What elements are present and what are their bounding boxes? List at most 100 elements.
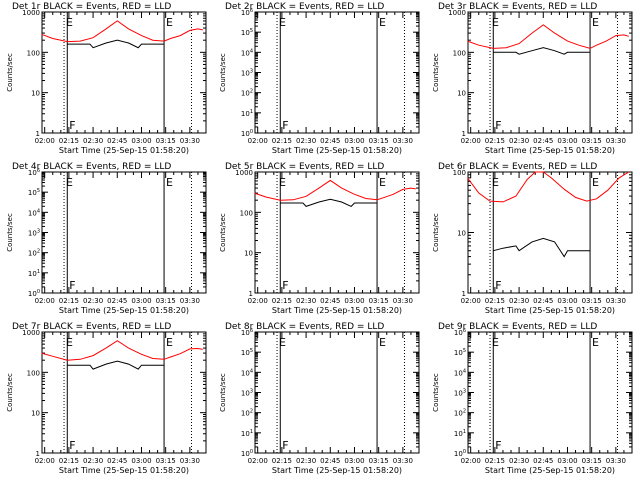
- events-series-line: [67, 39, 165, 49]
- y-tick-label: 103: [241, 69, 253, 78]
- x-tick-label: 02:45: [533, 137, 553, 145]
- y-tick-label: 1: [36, 450, 40, 458]
- x-tick-label: 03:15: [156, 137, 176, 145]
- event-marker-label: F: [495, 439, 501, 452]
- x-tick-label: 03:00: [131, 457, 151, 465]
- event-marker-label: F: [282, 119, 288, 132]
- lld-series-line: [41, 20, 203, 43]
- x-tick-label: 02:15: [272, 137, 292, 145]
- y-tick-label: 1: [36, 130, 40, 138]
- x-tick-label: 02:00: [35, 297, 55, 305]
- event-marker-label: E: [379, 16, 386, 29]
- plot-frame: [467, 11, 633, 134]
- chart-panel: Det 6r BLACK = Events, RED = LLD Counts/s…: [432, 162, 633, 315]
- y-tick-label: 102: [241, 409, 253, 418]
- chart-title: Det 7r BLACK = Events, RED = LLD: [12, 322, 171, 332]
- y-tick-label: 105: [454, 348, 466, 357]
- x-tick-label: 03:15: [582, 297, 602, 305]
- event-marker-label: E: [492, 336, 499, 349]
- x-axis-label: Start Time (25-Sep-15 01:58:20): [59, 466, 189, 475]
- x-axis-label: Start Time (25-Sep-15 01:58:20): [272, 466, 402, 475]
- x-axis-label: Start Time (25-Sep-15 01:58:20): [272, 146, 402, 155]
- y-tick-label: 1: [462, 290, 466, 298]
- y-tick-label: 1000: [235, 169, 253, 177]
- x-tick-label: 02:30: [509, 457, 529, 465]
- x-tick-label: 03:15: [582, 137, 602, 145]
- y-tick-label: 100: [27, 369, 40, 377]
- y-tick-label: 102: [241, 89, 253, 98]
- plot-frame: [41, 331, 207, 454]
- x-axis-label: Start Time (25-Sep-15 01:58:20): [59, 146, 189, 155]
- y-axis-label: Counts/sec: [6, 373, 14, 412]
- y-tick-label: 104: [28, 208, 40, 217]
- x-tick-label: 03:00: [344, 137, 364, 145]
- plot-frame: [467, 331, 633, 454]
- y-tick-label: 100: [240, 209, 253, 217]
- lld-series-line: [254, 179, 416, 201]
- plot-frame: [41, 11, 207, 134]
- event-marker-label: F: [495, 119, 501, 132]
- plot-frame: [254, 11, 420, 134]
- y-tick-label: 105: [28, 188, 40, 197]
- y-tick-label: 1: [462, 130, 466, 138]
- y-tick-label: 10: [457, 90, 466, 98]
- x-tick-label: 02:45: [107, 297, 127, 305]
- x-axis-label: Start Time (25-Sep-15 01:58:20): [485, 306, 615, 315]
- plot-frame: [254, 331, 420, 454]
- x-tick-label: 03:15: [156, 457, 176, 465]
- lld-series-line: [467, 24, 629, 49]
- y-tick-label: 103: [241, 389, 253, 398]
- x-tick-label: 03:30: [393, 137, 413, 145]
- x-tick-label: 03:15: [156, 297, 176, 305]
- x-tick-label: 02:45: [320, 137, 340, 145]
- event-marker-label: F: [69, 279, 75, 292]
- y-tick-label: 101: [28, 269, 40, 278]
- y-tick-label: 106: [241, 8, 253, 17]
- y-tick-label: 105: [241, 348, 253, 357]
- y-tick-label: 101: [454, 429, 466, 438]
- y-tick-label: 100: [454, 449, 466, 458]
- event-marker-label: E: [66, 336, 73, 349]
- x-tick-label: 03:00: [557, 297, 577, 305]
- x-tick-label: 02:15: [485, 137, 505, 145]
- y-tick-label: 1: [249, 290, 253, 298]
- x-tick-label: 02:00: [248, 137, 268, 145]
- event-marker-label: F: [282, 439, 288, 452]
- x-tick-label: 03:30: [180, 297, 200, 305]
- y-axis-label: Counts/sec: [432, 53, 440, 92]
- y-tick-label: 10: [457, 230, 466, 238]
- chart-title: Det 5r BLACK = Events, RED = LLD: [225, 162, 384, 172]
- y-tick-label: 101: [241, 109, 253, 118]
- x-tick-label: 03:00: [557, 137, 577, 145]
- y-axis-label: Counts/sec: [219, 213, 227, 252]
- chart-title: Det 2r BLACK = Events, RED = LLD: [225, 2, 384, 12]
- events-series-line: [493, 237, 591, 258]
- y-tick-label: 102: [28, 249, 40, 258]
- x-tick-label: 03:00: [131, 137, 151, 145]
- chart-panel: Det 5r BLACK = Events, RED = LLD Counts/s…: [219, 162, 420, 315]
- chart-panel: Det 2r BLACK = Events, RED = LLD Counts/s…: [219, 2, 420, 155]
- y-axis-label: Counts/sec: [219, 53, 227, 92]
- y-tick-label: 1000: [22, 329, 40, 337]
- x-tick-label: 02:45: [107, 137, 127, 145]
- y-tick-label: 1000: [448, 9, 466, 17]
- y-axis-label: Counts/sec: [432, 213, 440, 252]
- events-series-line: [493, 47, 591, 55]
- x-tick-label: 02:30: [509, 137, 529, 145]
- x-tick-label: 03:30: [393, 457, 413, 465]
- event-marker-label: E: [66, 176, 73, 189]
- event-marker-label: E: [379, 176, 386, 189]
- y-tick-label: 100: [453, 49, 466, 57]
- x-tick-label: 02:30: [509, 297, 529, 305]
- x-tick-label: 03:15: [582, 457, 602, 465]
- event-marker-label: E: [592, 16, 599, 29]
- x-tick-label: 03:15: [369, 297, 389, 305]
- y-tick-label: 100: [241, 129, 253, 138]
- x-tick-label: 03:00: [131, 297, 151, 305]
- x-tick-label: 02:15: [59, 137, 79, 145]
- event-marker-label: E: [592, 176, 599, 189]
- y-axis-label: Counts/sec: [219, 373, 227, 412]
- event-marker-label: E: [279, 336, 286, 349]
- event-marker-label: E: [166, 16, 173, 29]
- x-tick-label: 02:45: [320, 297, 340, 305]
